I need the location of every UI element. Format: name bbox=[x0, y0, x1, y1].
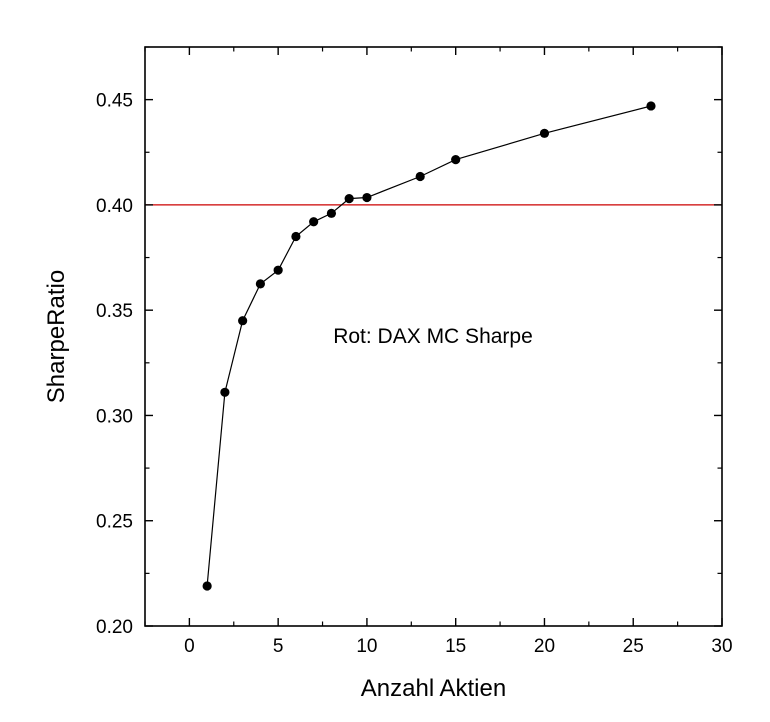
y-tick-label: 0.35 bbox=[96, 301, 133, 322]
x-tick-label: 10 bbox=[356, 636, 377, 657]
x-tick-label: 5 bbox=[273, 636, 284, 657]
data-point bbox=[220, 387, 230, 397]
x-tick-label: 25 bbox=[623, 636, 644, 657]
plot-frame bbox=[144, 46, 723, 627]
annotation-text: Rot: DAX MC Sharpe bbox=[333, 325, 533, 348]
y-tick-label: 0.40 bbox=[96, 196, 133, 217]
data-point bbox=[344, 193, 354, 204]
data-point bbox=[646, 101, 656, 111]
y-tick-label: 0.45 bbox=[96, 91, 133, 112]
data-point bbox=[415, 171, 425, 182]
data-points bbox=[202, 101, 656, 591]
y-tick-label: 0.30 bbox=[96, 406, 133, 427]
data-point bbox=[309, 217, 319, 227]
x-tick-label: 30 bbox=[711, 636, 732, 657]
x-tick-label: 15 bbox=[445, 636, 466, 657]
data-point bbox=[326, 208, 337, 218]
data-point bbox=[202, 581, 212, 591]
x-tick-label: 20 bbox=[534, 636, 555, 657]
data-point bbox=[273, 265, 283, 275]
series-line bbox=[206, 105, 652, 587]
x-axis-title: Anzahl Aktien bbox=[361, 675, 506, 702]
y-tick-label: 0.20 bbox=[96, 617, 133, 638]
x-tick-label: 0 bbox=[184, 636, 195, 657]
y-axis-title: SharpeRatio bbox=[43, 270, 70, 403]
data-point bbox=[238, 316, 248, 326]
axis-ticks: 0 5 10 15 20 25 30 0.20 0.25 0.30 0.35 0.40 0.45 bbox=[96, 46, 733, 657]
data-point bbox=[539, 128, 550, 138]
data-point bbox=[362, 192, 372, 203]
data-point bbox=[255, 279, 265, 289]
data-point bbox=[451, 155, 461, 165]
data-point bbox=[291, 231, 301, 242]
y-tick-label: 0.25 bbox=[96, 512, 133, 533]
